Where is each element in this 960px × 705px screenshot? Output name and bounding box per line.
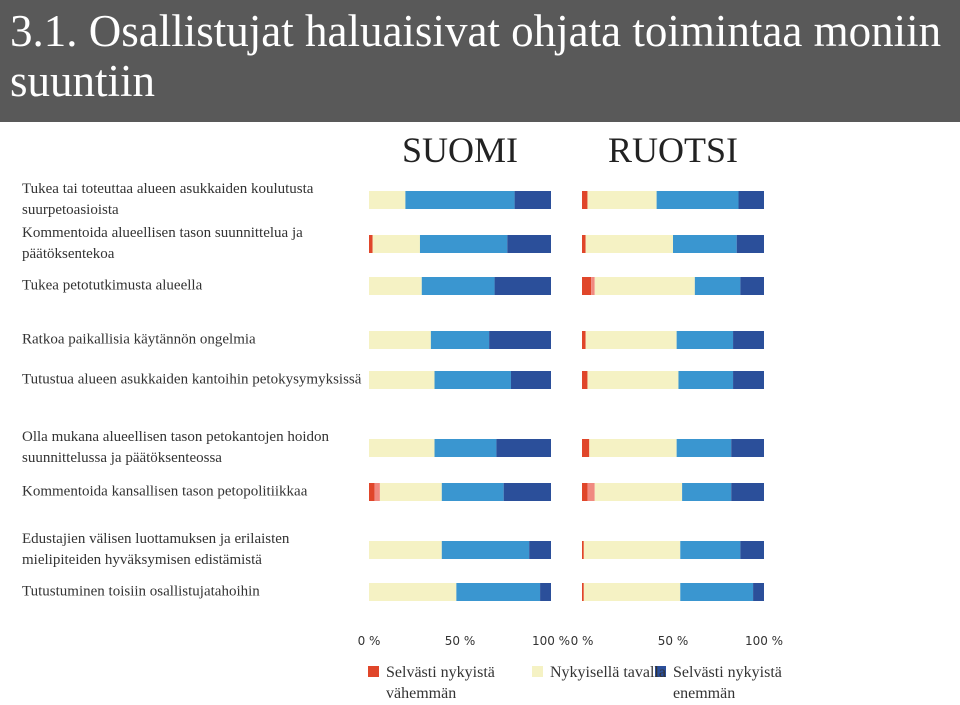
row-label: Edustajien välisen luottamuksen ja erila…: [22, 531, 290, 568]
bar-segment: [656, 191, 739, 209]
bar-segment: [582, 191, 588, 209]
bar-segment: [374, 483, 380, 501]
bar-segment: [680, 583, 754, 601]
bar-segment: [585, 331, 677, 349]
legend-label: Nykyisellä tavalla: [550, 664, 666, 681]
bar-segment: [594, 483, 683, 501]
legend-label: Selvästi nykyistä enemmän: [673, 664, 782, 702]
row-label: Tutustua alueen asukkaiden kantoihin pet…: [22, 371, 362, 388]
header-band: 3.1. Osallistujat haluaisivat ohjata toi…: [0, 0, 960, 122]
bar-segment: [694, 277, 741, 295]
row-label: Kommentoida kansallisen tason petopoliti…: [22, 483, 308, 500]
bar-segment: [583, 583, 681, 601]
bar-segment: [678, 371, 734, 389]
bar-segment: [510, 371, 551, 389]
bar-segment: [514, 191, 551, 209]
x-tick-label: 0 %: [358, 634, 381, 648]
bar-segment: [587, 483, 595, 501]
bar-segment: [591, 277, 595, 295]
bar-segment: [682, 483, 732, 501]
bar-segment: [369, 541, 442, 559]
x-tick-label: 50 %: [658, 634, 689, 648]
bar-segment: [456, 583, 541, 601]
bar-segment: [673, 235, 737, 253]
bar-segment: [582, 483, 588, 501]
bar-segment: [369, 439, 435, 457]
legend-swatch: [655, 666, 666, 677]
bar-segment: [740, 277, 764, 295]
bar-segment: [369, 483, 375, 501]
bar-segment: [589, 439, 677, 457]
x-tick-label: 0 %: [571, 634, 594, 648]
bar-segment: [582, 439, 590, 457]
bar-segment: [529, 541, 551, 559]
x-tick-label: 50 %: [445, 634, 476, 648]
bar-segment: [731, 439, 764, 457]
bar-segment: [680, 541, 741, 559]
bar-segment: [676, 439, 732, 457]
bar-segment: [585, 235, 673, 253]
bar-segment: [594, 277, 695, 295]
row-label: Olla mukana alueellisen tason petokantoj…: [22, 429, 330, 466]
legend-swatch: [368, 666, 379, 677]
bar-segment: [430, 331, 490, 349]
legend-label: Selvästi nykyistä vähemmän: [386, 664, 495, 702]
bar-segment: [379, 483, 442, 501]
bar-segment: [733, 371, 764, 389]
bar-segment: [582, 235, 586, 253]
bar-segment: [419, 235, 508, 253]
bar-segment: [587, 191, 657, 209]
bar-segment: [489, 331, 551, 349]
bar-segment: [583, 541, 681, 559]
bar-segment: [369, 331, 431, 349]
x-tick-label: 100 %: [532, 634, 570, 648]
bar-segment: [503, 483, 551, 501]
bar-segment: [740, 541, 764, 559]
bar-segment: [753, 583, 764, 601]
bar-segment: [582, 583, 584, 601]
bar-segment: [507, 235, 551, 253]
x-tick-label: 100 %: [745, 634, 783, 648]
bar-segment: [434, 371, 511, 389]
bar-segment: [582, 541, 584, 559]
row-label: Tukea tai toteuttaa alueen asukkaiden ko…: [22, 181, 314, 218]
bar-segment: [369, 235, 373, 253]
bar-segment: [731, 483, 764, 501]
bar-segment: [582, 331, 586, 349]
row-label: Tutustuminen toisiin osallistujatahoihin: [22, 583, 260, 600]
bar-segment: [369, 191, 406, 209]
bar-segment: [369, 277, 422, 295]
slide-title: 3.1. Osallistujat haluaisivat ohjata toi…: [10, 6, 942, 106]
bar-segment: [736, 235, 764, 253]
bar-segment: [369, 583, 457, 601]
bar-segment: [441, 483, 504, 501]
bar-segment: [587, 371, 679, 389]
bar-segment: [733, 331, 764, 349]
panel-title: RUOTSI: [608, 130, 738, 170]
bar-segment: [676, 331, 734, 349]
panel-title: SUOMI: [402, 130, 518, 170]
bar-segment: [496, 439, 551, 457]
row-label: Kommentoida alueellisen tason suunnittel…: [22, 225, 303, 262]
bar-segment: [441, 541, 530, 559]
bar-segment: [494, 277, 551, 295]
bar-segment: [434, 439, 497, 457]
bar-segment: [582, 371, 588, 389]
bar-segment: [421, 277, 495, 295]
legend-swatch: [532, 666, 543, 677]
bar-segment: [369, 371, 435, 389]
row-label: Tukea petotutkimusta alueella: [22, 277, 203, 294]
bar-segment: [540, 583, 551, 601]
bar-segment: [372, 235, 420, 253]
row-label: Ratkoa paikallisia käytännön ongelmia: [22, 331, 256, 348]
bar-segment: [405, 191, 515, 209]
bar-segment: [582, 277, 592, 295]
bar-segment: [738, 191, 764, 209]
